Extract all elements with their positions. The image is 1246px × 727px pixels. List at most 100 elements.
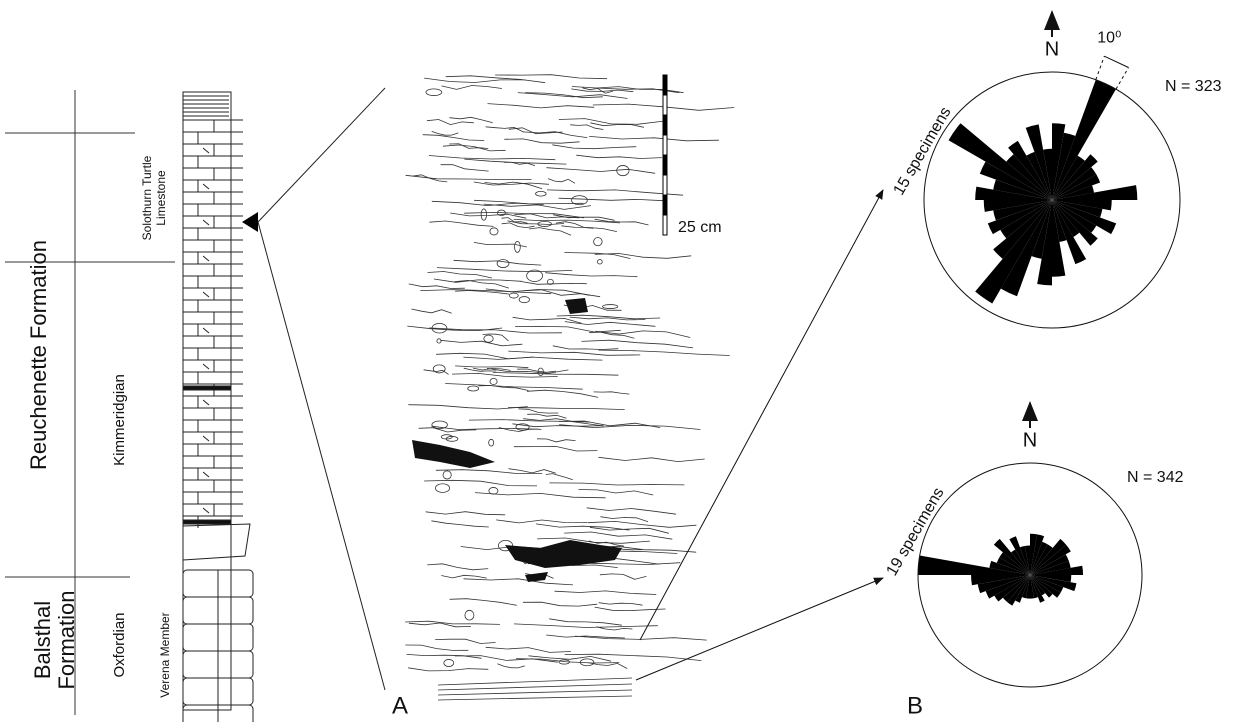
lamina bbox=[450, 213, 526, 218]
lamina bbox=[429, 221, 493, 226]
fossil bbox=[203, 256, 209, 261]
radius-label: 15 specimens bbox=[891, 104, 955, 198]
lamina bbox=[496, 520, 587, 523]
lamina bbox=[595, 219, 649, 225]
clast bbox=[444, 659, 454, 666]
lamina bbox=[576, 155, 662, 158]
lamina bbox=[549, 619, 622, 625]
lamina bbox=[518, 409, 558, 413]
member-label: Limestone bbox=[154, 170, 168, 226]
lamina bbox=[527, 390, 598, 397]
sample-marker bbox=[242, 212, 258, 232]
clast bbox=[490, 228, 498, 235]
clast bbox=[597, 260, 602, 264]
lamina bbox=[493, 373, 619, 376]
lamina bbox=[426, 512, 506, 515]
scale-label: 25 cm bbox=[678, 219, 722, 236]
north-label: N bbox=[1023, 429, 1037, 451]
lamina bbox=[407, 654, 482, 658]
lamina bbox=[594, 392, 630, 394]
clast bbox=[489, 439, 494, 446]
stage-label: Kimmeridgian bbox=[111, 374, 128, 466]
lamina bbox=[595, 607, 666, 611]
stage-label: Oxfordian bbox=[111, 612, 128, 677]
lamina bbox=[405, 645, 468, 650]
lamina bbox=[537, 439, 576, 442]
clast bbox=[519, 297, 529, 303]
scale-segment bbox=[663, 115, 667, 135]
north-label: N bbox=[1045, 38, 1059, 60]
lamina bbox=[559, 119, 664, 125]
formation-label: Reuchenette Formation bbox=[26, 240, 51, 470]
lamina bbox=[469, 420, 604, 426]
lamina bbox=[529, 656, 612, 661]
cross-bed bbox=[183, 524, 250, 560]
lamina bbox=[431, 521, 488, 527]
lamina bbox=[437, 268, 572, 272]
clast bbox=[481, 209, 486, 220]
scale-bar bbox=[663, 75, 667, 235]
lamina bbox=[424, 480, 537, 486]
lamina bbox=[590, 123, 644, 128]
rose-diagram: 15 specimens N N = 323 10⁰ bbox=[891, 12, 1222, 328]
lamina bbox=[600, 574, 646, 579]
scale-segment bbox=[663, 155, 667, 175]
clast bbox=[497, 260, 509, 268]
bin-guide bbox=[1104, 56, 1128, 67]
count-label: N = 323 bbox=[1165, 78, 1222, 95]
lamina bbox=[553, 346, 619, 350]
lamina bbox=[475, 493, 606, 498]
lamina bbox=[427, 120, 474, 125]
lamina bbox=[435, 639, 495, 643]
scale-segment bbox=[663, 195, 667, 215]
lamina bbox=[431, 426, 541, 429]
lamina bbox=[561, 226, 617, 232]
column-outline bbox=[183, 92, 231, 710]
lamina bbox=[463, 357, 602, 360]
lamina bbox=[507, 221, 564, 225]
lamina bbox=[497, 664, 524, 668]
lamina bbox=[440, 340, 522, 346]
section-sketch bbox=[405, 75, 734, 671]
lamina bbox=[441, 575, 487, 578]
lamina bbox=[449, 117, 492, 122]
fossil bbox=[203, 472, 209, 477]
lamina bbox=[588, 521, 696, 527]
lamina bbox=[495, 75, 607, 79]
fossil bbox=[203, 364, 209, 369]
fossil bbox=[203, 184, 209, 189]
fossil bbox=[203, 220, 209, 225]
clast bbox=[515, 241, 521, 252]
formation-label: Balsthal bbox=[30, 601, 55, 679]
lamina bbox=[423, 135, 485, 141]
scale-segment bbox=[663, 215, 667, 235]
lamina bbox=[432, 131, 459, 135]
lamina bbox=[442, 86, 502, 90]
lamina bbox=[527, 414, 566, 418]
clast bbox=[468, 386, 479, 391]
clast bbox=[426, 89, 442, 96]
strat-column bbox=[183, 92, 253, 722]
lamina bbox=[409, 284, 465, 289]
arrows bbox=[636, 190, 883, 680]
lamina bbox=[559, 198, 664, 201]
lamina bbox=[509, 469, 556, 474]
leader-lines bbox=[258, 88, 385, 690]
lamina bbox=[546, 474, 573, 480]
lamina bbox=[564, 532, 672, 539]
lamina bbox=[436, 353, 533, 359]
lamina bbox=[529, 228, 571, 236]
fossil bbox=[203, 292, 209, 297]
lamina bbox=[411, 309, 451, 313]
clast bbox=[490, 378, 497, 384]
scale-segment bbox=[663, 75, 667, 95]
clast bbox=[433, 365, 445, 373]
member-label: Solothurn Turtle bbox=[140, 155, 154, 240]
panel-label: B bbox=[907, 692, 923, 719]
lamina bbox=[504, 139, 579, 143]
lamina bbox=[555, 591, 657, 595]
scale-segment bbox=[663, 95, 667, 115]
bin-label: 10⁰ bbox=[1097, 29, 1121, 46]
scale-segment bbox=[663, 175, 667, 195]
lamina bbox=[521, 282, 587, 285]
